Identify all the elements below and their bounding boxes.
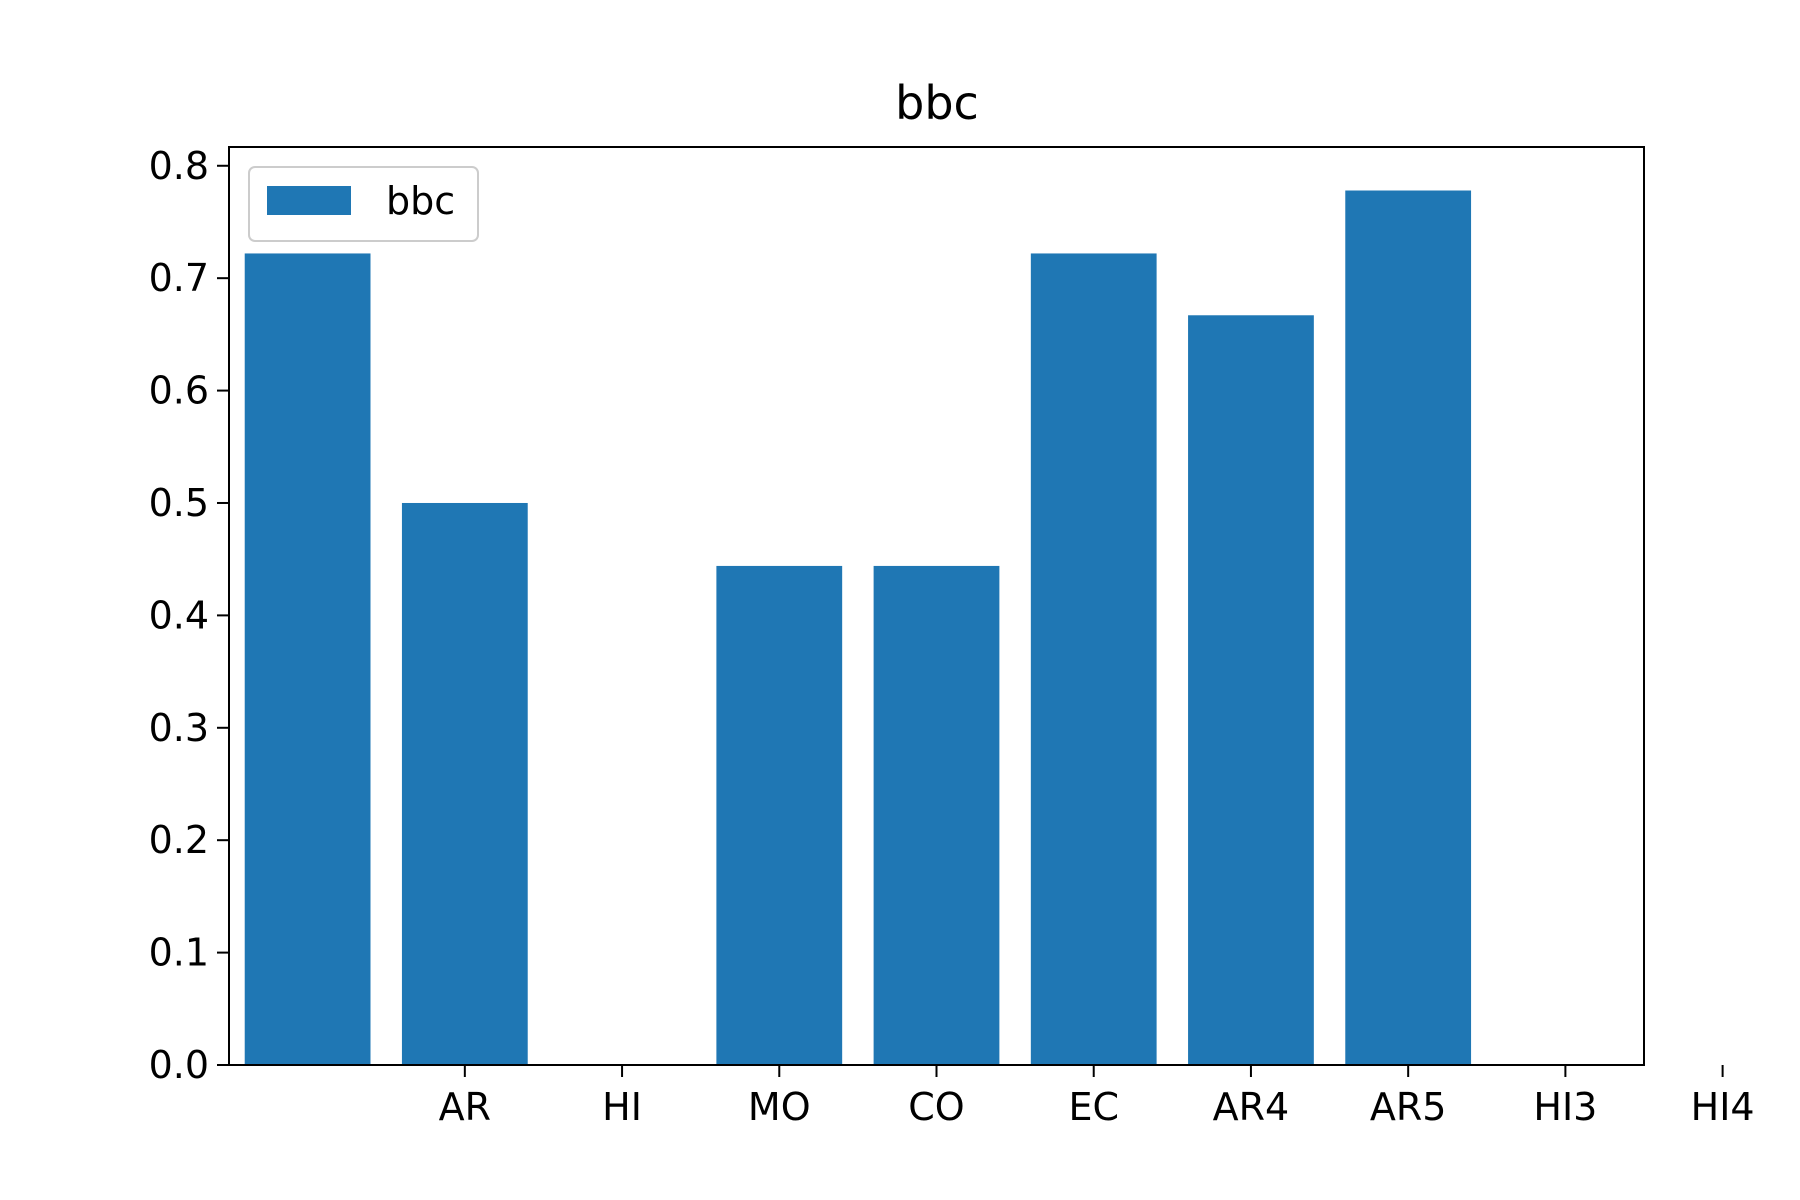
plot-frame xyxy=(228,146,1645,1066)
x-tick-label: AR xyxy=(439,1085,491,1129)
y-tick-label: 0.6 xyxy=(149,369,209,413)
y-tick-label: 0.7 xyxy=(149,256,209,300)
chart-title: bbc xyxy=(895,76,979,130)
bar-ar5 xyxy=(1188,315,1314,1065)
x-axis: AR HI MO CO EC AR4 AR5 HI3 HI4 xyxy=(439,1065,1755,1129)
y-tick-label: 0.8 xyxy=(149,144,209,188)
legend-box xyxy=(248,166,479,242)
y-axis: 0.0 0.1 0.2 0.3 0.4 0.5 0.6 0.7 0.8 xyxy=(149,144,229,1087)
x-tick-label: CO xyxy=(908,1085,964,1129)
x-tick-label: AR4 xyxy=(1213,1085,1290,1129)
x-tick-label: AR5 xyxy=(1370,1085,1447,1129)
bar-hi3 xyxy=(1345,190,1472,1065)
legend: bbc xyxy=(248,166,479,242)
y-tick-label: 0.2 xyxy=(149,818,209,862)
x-tick-label: HI xyxy=(602,1085,642,1129)
legend-swatch xyxy=(267,186,351,215)
y-tick-label: 0.0 xyxy=(149,1043,209,1087)
bars-group xyxy=(244,190,1472,1066)
y-tick-label: 0.4 xyxy=(149,593,209,637)
y-tick-label: 0.3 xyxy=(149,706,209,750)
x-tick-label: EC xyxy=(1068,1085,1119,1129)
bar-co xyxy=(716,565,843,1065)
legend-label: bbc xyxy=(386,179,455,223)
bar-ar xyxy=(244,253,371,1065)
bar-ar4 xyxy=(1030,253,1157,1065)
y-tick-label: 0.1 xyxy=(149,931,209,975)
x-tick-label: HI3 xyxy=(1533,1085,1597,1129)
y-tick-label: 0.5 xyxy=(149,481,209,525)
bar-ec xyxy=(873,565,1000,1065)
x-tick-label: MO xyxy=(748,1085,811,1129)
bar-hi xyxy=(401,502,528,1066)
x-tick-label: HI4 xyxy=(1691,1085,1755,1129)
